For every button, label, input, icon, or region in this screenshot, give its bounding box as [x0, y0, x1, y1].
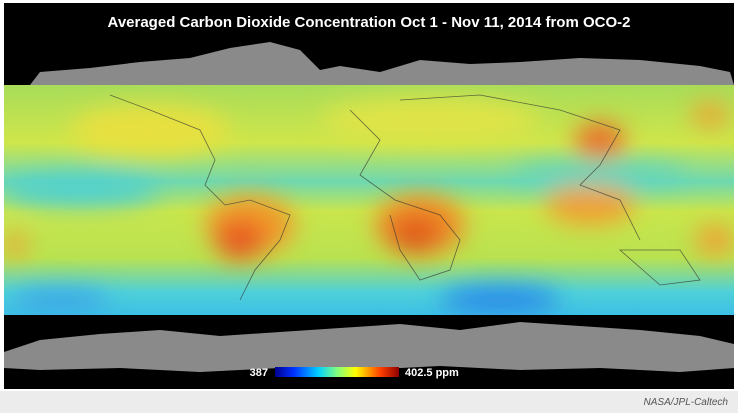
antarctic-land [4, 322, 734, 372]
colorbar [275, 367, 399, 377]
credit-strip [0, 391, 738, 413]
credit: NASA/JPL-Caltech [644, 397, 729, 408]
co2-field [4, 85, 734, 315]
colorbar-max-label: 402.5 ppm [405, 367, 459, 379]
title: Averaged Carbon Dioxide Concentration Oc… [108, 14, 631, 31]
coastlines [109, 94, 701, 301]
colorbar-min-label: 387 [250, 367, 268, 379]
arctic-land [30, 42, 734, 85]
co2-blobs [4, 98, 734, 314]
